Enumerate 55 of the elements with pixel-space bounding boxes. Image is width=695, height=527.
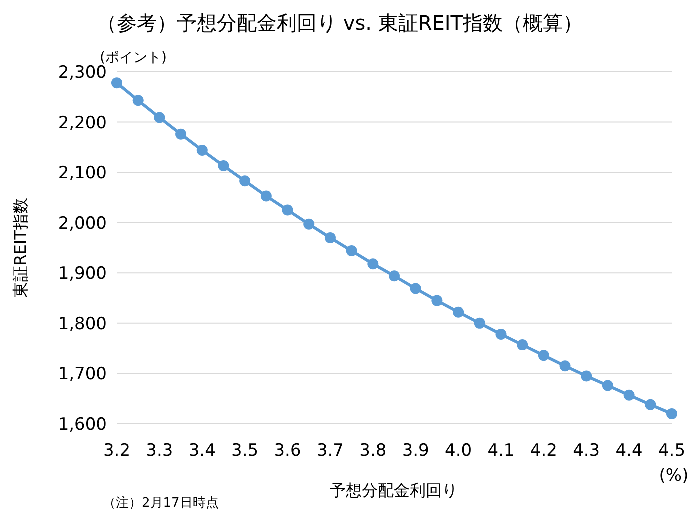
x-tick-label: 3.2: [103, 441, 131, 461]
text: (%): [659, 466, 689, 486]
point: [346, 246, 358, 257]
point: [218, 160, 230, 172]
x-tick-label: 4.3: [573, 441, 600, 461]
x-tick-label: 3.5: [232, 441, 259, 461]
y-tick-label: 1,800: [58, 314, 107, 334]
text: (ポイント): [100, 50, 167, 66]
point: [517, 340, 528, 351]
point: [132, 95, 144, 106]
point: [240, 176, 251, 187]
point: [474, 318, 486, 329]
y-tick-label: 1,600: [58, 415, 107, 435]
point: [154, 112, 166, 124]
point: [496, 328, 507, 340]
point: [410, 283, 422, 294]
point: [324, 232, 336, 244]
point: [196, 144, 208, 156]
point: [260, 190, 272, 202]
point: [666, 408, 678, 420]
y-tick-label: 2,300: [58, 63, 107, 83]
x-tick-label: 3.7: [316, 441, 344, 461]
x-tick-label: 3.8: [360, 441, 387, 461]
x-tick-label: 3.9: [402, 441, 430, 461]
point: [624, 390, 635, 401]
point: [453, 306, 464, 318]
point: [602, 380, 614, 392]
x-axis-title: 予想分配金利回り: [330, 481, 458, 500]
x-tick-label: 4.0: [445, 441, 472, 461]
x-tick-label: 4.5: [658, 441, 686, 461]
text: （注）2月17日時点: [103, 496, 219, 511]
x-tick-label: 4.1: [488, 441, 515, 461]
point: [432, 295, 443, 306]
y-tick-label: 2,200: [58, 113, 107, 134]
point: [368, 258, 379, 270]
x-tick-label: 4.4: [616, 441, 643, 461]
point: [176, 128, 187, 140]
point: [538, 350, 550, 362]
point: [560, 360, 571, 372]
y-tick-label: 1,700: [58, 364, 107, 385]
y-axis-title: 東証REIT指数: [11, 198, 30, 298]
x-tick-label: 4.2: [530, 441, 558, 461]
x-tick-label: 3.3: [146, 441, 174, 461]
y-tick-label: 2,100: [58, 164, 107, 184]
x-tick-label: 3.4: [188, 441, 216, 461]
point: [112, 78, 122, 89]
x-tick-label: 3.6: [274, 441, 302, 461]
point: [304, 218, 315, 230]
point: [282, 204, 294, 216]
y-tick-label: 2,000: [58, 214, 107, 234]
chart-title: （参考）予想分配金利回り vs. 東証REIT指数（概算）: [97, 11, 583, 35]
point: [389, 270, 400, 282]
y-tick-label: 1,900: [58, 264, 107, 284]
point: [645, 399, 656, 410]
point: [581, 370, 592, 382]
